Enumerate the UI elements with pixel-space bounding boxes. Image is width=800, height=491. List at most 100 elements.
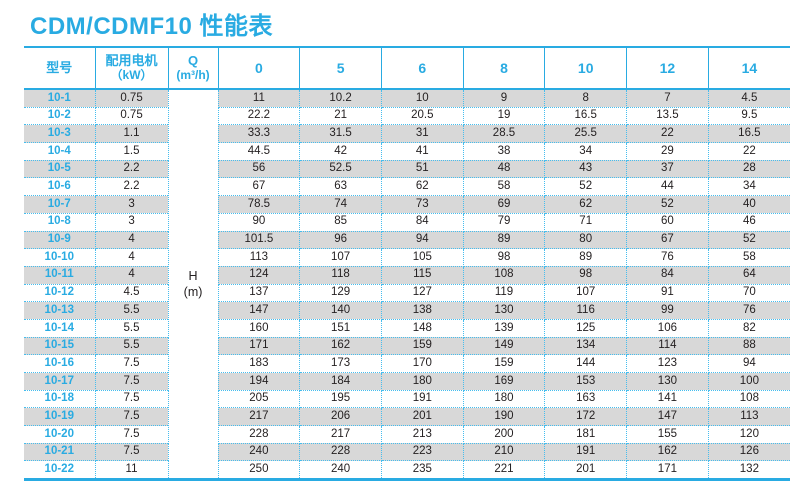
head-value-cell: 38 — [462, 142, 546, 161]
head-value-cell: 67 — [217, 177, 301, 197]
table-row: 10-17 7.5 194 184 180 169 153 130 100 — [24, 372, 790, 391]
head-value-cell: 228 — [299, 442, 382, 462]
head-value-cell: 105 — [380, 248, 464, 267]
head-value-cell: 62 — [380, 177, 464, 197]
table-body: 10-1 0.75 H (m) 11 10.2 10 9 8 7 4.5 10-… — [24, 88, 790, 481]
motor-kw-cell: 7.5 — [94, 372, 169, 391]
head-value-cell: 201 — [544, 460, 628, 481]
motor-kw-cell: 4 — [94, 265, 169, 285]
head-value-cell: 82 — [707, 318, 790, 338]
header-flow-value: 0 — [217, 47, 301, 90]
head-value-cell: 162 — [626, 442, 709, 462]
header-flow: Q (m³/h) — [167, 47, 219, 90]
head-value-cell: 149 — [462, 336, 546, 356]
table-row: 10-18 7.5 205 195 191 180 163 141 108 — [24, 389, 790, 409]
head-value-cell: 124 — [217, 265, 301, 285]
head-value-cell: 159 — [380, 336, 464, 356]
header-motor: 配用电机 （kW） — [94, 47, 169, 90]
header-flow-line1: Q — [187, 52, 199, 68]
head-value-cell: 85 — [299, 212, 382, 232]
head-value-cell: 52 — [626, 195, 709, 214]
head-value-cell: 100 — [707, 372, 790, 391]
head-value-cell: 9 — [462, 88, 546, 108]
head-value-cell: 190 — [462, 407, 546, 427]
head-value-cell: 8 — [544, 88, 628, 108]
head-value-cell: 10 — [380, 88, 464, 108]
head-value-cell: 71 — [544, 212, 628, 232]
head-value-cell: 132 — [707, 460, 790, 481]
head-value-cell: 130 — [626, 372, 709, 391]
head-value-cell: 22.2 — [217, 106, 301, 126]
head-value-cell: 22 — [707, 142, 790, 161]
model-cell: 10-5 — [24, 159, 96, 179]
motor-kw-cell: 4.5 — [94, 283, 169, 303]
head-value-cell: 228 — [217, 425, 301, 444]
head-value-cell: 155 — [626, 425, 709, 444]
head-value-cell: 88 — [707, 336, 790, 356]
head-value-cell: 169 — [462, 372, 546, 391]
head-value-cell: 205 — [217, 389, 301, 409]
head-value-cell: 98 — [462, 248, 546, 267]
head-value-cell: 217 — [299, 425, 382, 444]
head-value-cell: 76 — [626, 248, 709, 267]
head-value-cell: 62 — [544, 195, 628, 214]
table-row: 10-9 4 101.5 96 94 89 80 67 52 — [24, 230, 790, 250]
head-value-cell: 159 — [462, 354, 546, 373]
table-row: 10-1 0.75 H (m) 11 10.2 10 9 8 7 4.5 — [24, 88, 790, 480]
head-value-cell: 84 — [380, 212, 464, 232]
head-value-cell: 134 — [544, 336, 628, 356]
model-cell: 10-17 — [24, 372, 96, 391]
model-cell: 10-18 — [24, 389, 96, 409]
head-value-cell: 56 — [217, 159, 301, 179]
head-value-cell: 113 — [217, 248, 301, 267]
head-value-cell: 240 — [217, 442, 301, 462]
head-unit-line2: (m) — [183, 285, 203, 300]
head-value-cell: 250 — [217, 460, 301, 481]
head-value-cell: 89 — [462, 230, 546, 250]
head-value-cell: 201 — [380, 407, 464, 427]
head-value-cell: 91 — [626, 283, 709, 303]
table-row: 10-19 7.5 217 206 201 190 172 147 113 — [24, 407, 790, 427]
header-model: 型号 — [24, 47, 96, 90]
head-value-cell: 200 — [462, 425, 546, 444]
head-value-cell: 107 — [544, 283, 628, 303]
head-value-cell: 153 — [544, 372, 628, 391]
head-value-cell: 127 — [380, 283, 464, 303]
head-value-cell: 108 — [462, 265, 546, 285]
head-value-cell: 41 — [380, 142, 464, 161]
motor-kw-cell: 7.5 — [94, 442, 169, 462]
head-value-cell: 28.5 — [462, 124, 546, 144]
head-value-cell: 94 — [380, 230, 464, 250]
head-value-cell: 191 — [544, 442, 628, 462]
head-value-cell: 52 — [707, 230, 790, 250]
head-unit-merged-cell: H (m) — [167, 89, 219, 480]
head-value-cell: 107 — [299, 248, 382, 267]
head-value-cell: 42 — [299, 142, 382, 161]
model-cell: 10-19 — [24, 407, 96, 427]
header-flow-line2: (m³/h) — [176, 67, 210, 82]
table-row: 10-6 2.2 67 63 62 58 52 44 34 — [24, 177, 790, 197]
motor-kw-cell: 5.5 — [94, 336, 169, 356]
head-value-cell: 19 — [462, 106, 546, 126]
head-value-cell: 116 — [544, 301, 628, 320]
table-row: 10-7 3 78.5 74 73 69 62 52 40 — [24, 195, 790, 214]
head-value-cell: 213 — [380, 425, 464, 444]
head-value-cell: 183 — [217, 354, 301, 373]
head-value-cell: 172 — [544, 407, 628, 427]
head-value-cell: 235 — [380, 460, 464, 481]
head-value-cell: 94 — [707, 354, 790, 373]
head-value-cell: 70 — [707, 283, 790, 303]
head-value-cell: 147 — [217, 301, 301, 320]
motor-kw-cell: 2.2 — [94, 159, 169, 179]
head-value-cell: 21 — [299, 106, 382, 126]
table-row: 10-12 4.5 137 129 127 119 107 91 70 — [24, 283, 790, 303]
table-row: 10-11 4 124 118 115 108 98 84 64 — [24, 265, 790, 285]
header-flow-value: 10 — [544, 47, 628, 90]
head-value-cell: 22 — [626, 124, 709, 144]
table-row: 10-10 4 113 107 105 98 89 76 58 — [24, 248, 790, 267]
motor-kw-cell: 5.5 — [94, 318, 169, 338]
head-value-cell: 162 — [299, 336, 382, 356]
model-cell: 10-22 — [24, 460, 96, 481]
head-value-cell: 113 — [707, 407, 790, 427]
head-value-cell: 31 — [380, 124, 464, 144]
